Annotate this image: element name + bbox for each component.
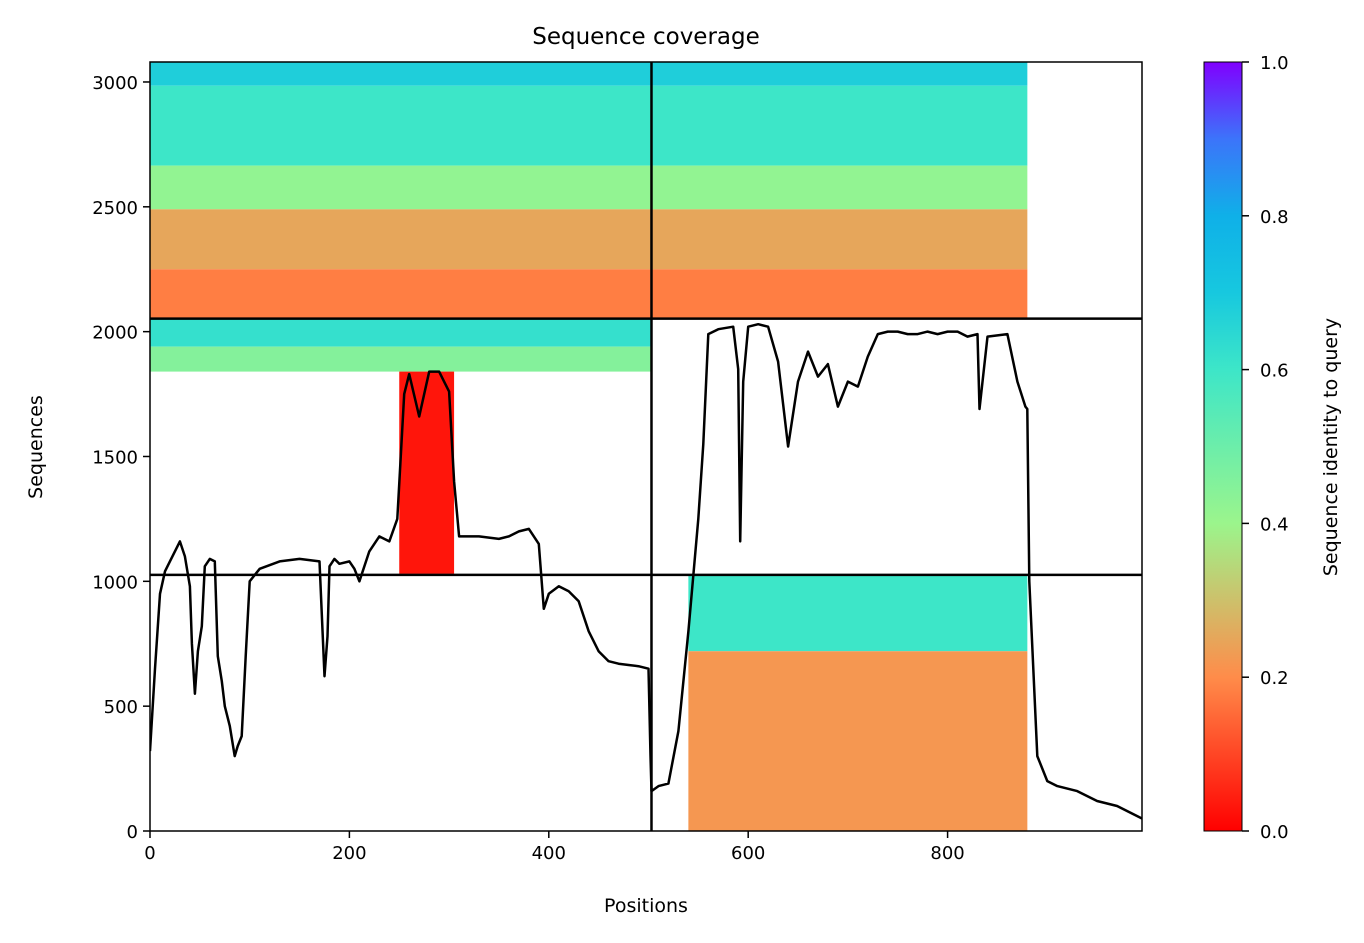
x-axis-label: Positions: [604, 895, 688, 917]
x-tick-label: 0: [144, 843, 155, 864]
x-tick-label: 800: [930, 843, 964, 864]
y-tick-label: 500: [104, 697, 138, 718]
colorbar-label: Sequence identity to query: [1320, 318, 1342, 576]
coverage-band: [651, 269, 1028, 319]
coverage-blocks: [150, 62, 1028, 831]
coverage-band: [150, 269, 652, 319]
coverage-band: [651, 85, 1028, 166]
colorbar-tick-label: 0.8: [1260, 207, 1289, 228]
chain-boundaries: [150, 62, 1142, 831]
coverage-line: [150, 322, 1142, 820]
coverage-band: [150, 165, 652, 210]
coverage-band: [688, 574, 1028, 652]
coverage-band: [688, 651, 1028, 831]
plot-frame: [149, 61, 1143, 832]
coverage-band: [399, 371, 455, 574]
colorbar-tick-label: 0.6: [1260, 361, 1289, 382]
coverage-band: [651, 62, 1028, 86]
coverage-band: [651, 165, 1028, 210]
coverage-band: [150, 318, 652, 347]
x-tick-label: 200: [332, 843, 366, 864]
x-tick-label: 600: [731, 843, 765, 864]
colorbar: [1203, 61, 1243, 832]
coverage-band: [150, 346, 652, 372]
y-tick-label: 1500: [92, 447, 138, 468]
y-tick-label: 2500: [92, 198, 138, 219]
coverage-band: [150, 85, 652, 166]
colorbar-ticks: 0.0 0.2 0.4 0.6 0.8 1.0: [1242, 53, 1289, 843]
chart-title: Sequence coverage: [532, 24, 760, 50]
x-tick-label: 400: [532, 843, 566, 864]
x-axis-ticks: 0 200 400 600 800: [144, 831, 965, 864]
coverage-band: [150, 62, 652, 86]
colorbar-tick-label: 0.4: [1260, 514, 1289, 535]
y-tick-label: 3000: [92, 73, 138, 94]
y-axis-ticks: 0 500 1000 1500 2000 2500 3000: [92, 73, 150, 843]
colorbar-tick-label: 1.0: [1260, 53, 1289, 74]
coverage-line-layer: [150, 322, 1142, 820]
coverage-band: [651, 209, 1028, 270]
y-axis-label: Sequences: [25, 395, 47, 499]
y-tick-label: 1000: [92, 572, 138, 593]
colorbar-tick-label: 0.2: [1260, 668, 1289, 689]
coverage-band: [150, 209, 652, 270]
colorbar-tick-label: 0.0: [1260, 822, 1289, 843]
y-tick-label: 2000: [92, 323, 138, 344]
y-tick-label: 0: [127, 822, 138, 843]
